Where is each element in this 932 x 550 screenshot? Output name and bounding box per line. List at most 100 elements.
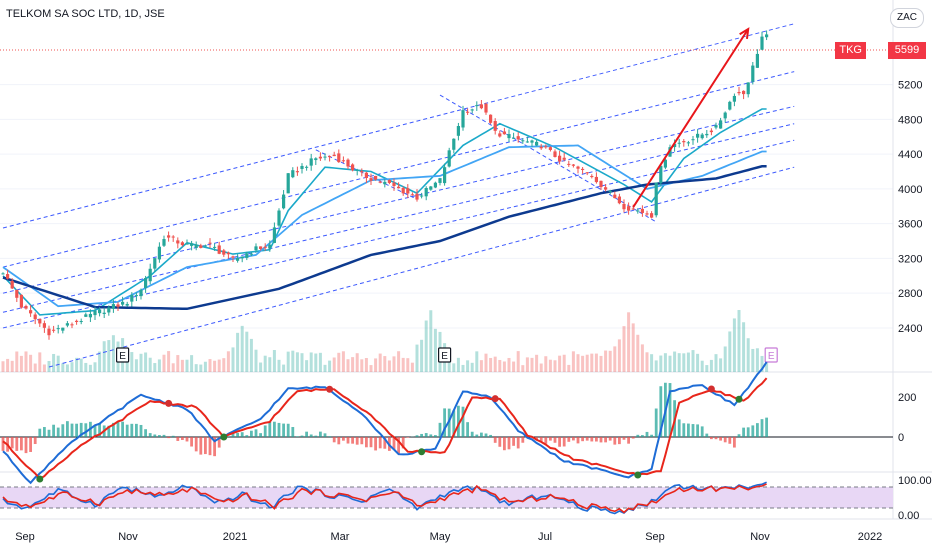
histogram-bar (484, 433, 488, 437)
histogram-bar (480, 432, 483, 437)
candle-body (52, 329, 56, 331)
volume-bar (498, 359, 502, 372)
volume-bar (645, 352, 649, 372)
histogram-bar (43, 427, 46, 437)
candle-body (144, 278, 148, 289)
volume-bar (139, 353, 143, 372)
candle-body (631, 208, 635, 210)
candle-body (38, 318, 42, 324)
volume-bar (10, 360, 14, 372)
histogram-bar (282, 423, 285, 437)
histogram-bar (654, 408, 658, 437)
candle-body (130, 295, 134, 302)
histogram-bar (503, 437, 506, 451)
candle-body (539, 146, 543, 149)
currency-unit-button[interactable]: ZAC (890, 8, 924, 28)
histogram-bar (332, 437, 336, 443)
histogram-bar (751, 425, 755, 437)
histogram-bar (107, 425, 111, 437)
volume-bar (323, 364, 327, 372)
volume-bar (700, 360, 704, 372)
volume-bar (397, 351, 401, 372)
histogram-bar (558, 437, 561, 447)
candle-body (640, 208, 644, 213)
histogram-bar (535, 437, 538, 441)
volume-bar (314, 353, 318, 372)
volume-bar (360, 359, 364, 372)
histogram-bar (613, 437, 617, 445)
channel-line-2 (2, 105, 795, 294)
candle-body (521, 140, 525, 142)
volume-bar (723, 346, 727, 372)
candle-body (737, 91, 741, 94)
candle-body (116, 304, 120, 307)
volume-bar (447, 354, 451, 372)
volume-bar (571, 351, 575, 372)
candle-body (272, 227, 276, 243)
histogram-bar (10, 437, 14, 449)
candle-body (139, 289, 143, 297)
candle-body (673, 143, 677, 148)
volume-bar (433, 328, 437, 372)
crossover-dot (165, 399, 173, 407)
crossover-dot (36, 475, 44, 483)
histogram-bar (139, 424, 143, 437)
volume-bar (650, 354, 654, 372)
volume-bar (84, 362, 88, 372)
candle-body (121, 301, 125, 305)
price-tick-label: 4000 (898, 184, 922, 196)
volume-bar (318, 352, 322, 372)
volume-bar (171, 363, 175, 372)
volume-bar (410, 362, 414, 372)
trend-arrow-head (739, 27, 750, 40)
candle-body (222, 250, 226, 255)
histogram-bar (194, 437, 198, 452)
time-tick-label: Sep (645, 531, 665, 543)
volume-bar (765, 360, 769, 372)
histogram-bar (355, 437, 359, 445)
volume-bar (236, 332, 240, 372)
volume-bar (268, 357, 272, 372)
price-tick-label: 3600 (898, 219, 922, 231)
candle-body (70, 324, 74, 326)
histogram-bar (125, 424, 129, 437)
candle-body (176, 240, 180, 244)
histogram-bar (631, 437, 635, 439)
histogram-bar (75, 423, 78, 437)
volume-bar (424, 320, 428, 372)
candle-body (134, 295, 138, 297)
candle-body (93, 310, 97, 316)
candle-body (558, 155, 562, 162)
volume-bar (627, 312, 631, 372)
volume-bar (636, 334, 640, 372)
candle-body (705, 133, 709, 136)
volume-bar (328, 360, 332, 372)
candle-body (309, 158, 313, 166)
candle-body (659, 165, 663, 184)
volume-bar (56, 355, 60, 372)
histogram-bar (438, 422, 442, 437)
candle-body (443, 167, 447, 184)
moving-average-short (2, 108, 767, 316)
histogram-bar (682, 423, 686, 437)
histogram-bar (254, 429, 258, 437)
volume-bar (369, 365, 373, 372)
crossover-dot (326, 385, 334, 393)
volume-bar (576, 354, 580, 372)
candle-body (360, 171, 364, 173)
volume-bar (300, 353, 304, 372)
histogram-bar (328, 436, 331, 437)
trend-channel (2, 23, 795, 368)
volume-bar (668, 355, 672, 372)
candle-body (332, 154, 336, 157)
histogram-bar (190, 437, 193, 447)
crossover-dots (36, 385, 743, 483)
candle-body (516, 136, 520, 140)
volume-bar (466, 360, 470, 372)
volume-bar (475, 351, 479, 372)
volume-bar (521, 365, 525, 372)
candle-body (84, 314, 88, 317)
volume-bar (553, 360, 557, 372)
candle-body (401, 187, 405, 194)
